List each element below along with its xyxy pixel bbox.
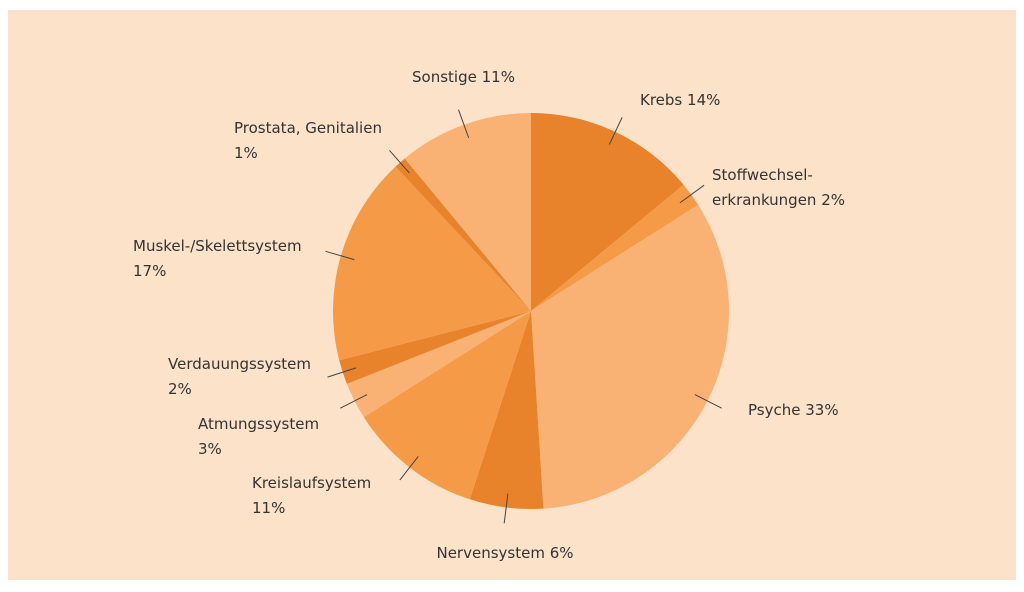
slice-label: Krebs 14% xyxy=(640,88,720,113)
slice-label: Sonstige 11% xyxy=(412,65,515,90)
category-label: Prostata, Genitalien xyxy=(234,119,382,137)
slice-label: Nervensystem 6% xyxy=(436,541,573,566)
value-label: 11% xyxy=(481,68,515,86)
category-label: Verdauungssystem xyxy=(168,355,312,373)
pie-slice xyxy=(346,311,531,418)
category-label: Kreislaufsystem xyxy=(252,474,372,492)
slice-label: Muskel-/Skelettsystem 17% xyxy=(133,234,302,284)
category-label: Muskel-/Skelettsystem xyxy=(133,237,302,255)
value-label: 11% xyxy=(252,499,286,517)
pie-slice xyxy=(404,113,531,311)
pie-slice xyxy=(469,311,544,509)
pie-slice xyxy=(363,311,531,500)
category-label: Stoffwechsel- erkrankungen xyxy=(712,166,817,209)
leader-line xyxy=(389,150,410,174)
slice-label: Prostata, Genitalien 1% xyxy=(234,116,382,166)
pie-slice xyxy=(531,184,699,311)
slice-label: Kreislaufsystem 11% xyxy=(252,471,371,521)
value-label: 2% xyxy=(168,380,192,398)
leader-line xyxy=(399,456,419,481)
value-label: 17% xyxy=(133,262,167,280)
category-label: Psyche xyxy=(748,401,801,419)
value-label: 6% xyxy=(549,544,574,562)
value-label: 1% xyxy=(234,144,258,162)
pie-slice xyxy=(531,204,729,509)
slice-label: Verdauungssystem 2% xyxy=(168,352,311,402)
pie-slice xyxy=(332,166,531,361)
pie-slice xyxy=(339,311,531,384)
slice-label: Atmungssystem 3% xyxy=(198,412,319,462)
category-label: Nervensystem xyxy=(436,544,545,562)
leader-line xyxy=(503,493,509,524)
leader-line xyxy=(340,394,368,409)
leader-line xyxy=(679,184,705,204)
slice-label: Stoffwechsel- erkrankungen 2% xyxy=(712,163,845,213)
category-label: Sonstige xyxy=(412,68,477,86)
leader-line xyxy=(608,117,623,145)
value-label: 33% xyxy=(805,401,839,419)
value-label: 14% xyxy=(687,91,721,109)
leader-line xyxy=(325,250,355,261)
value-label: 2% xyxy=(821,191,846,209)
pie-slice xyxy=(395,158,531,311)
slice-label: Psyche 33% xyxy=(748,398,839,423)
category-label: Krebs xyxy=(640,91,683,109)
leader-line xyxy=(694,394,722,409)
category-label: Atmungssystem xyxy=(198,415,320,433)
value-label: 3% xyxy=(198,440,222,458)
pie-slice xyxy=(531,113,684,311)
leader-line xyxy=(458,109,470,139)
leader-line xyxy=(327,367,357,378)
